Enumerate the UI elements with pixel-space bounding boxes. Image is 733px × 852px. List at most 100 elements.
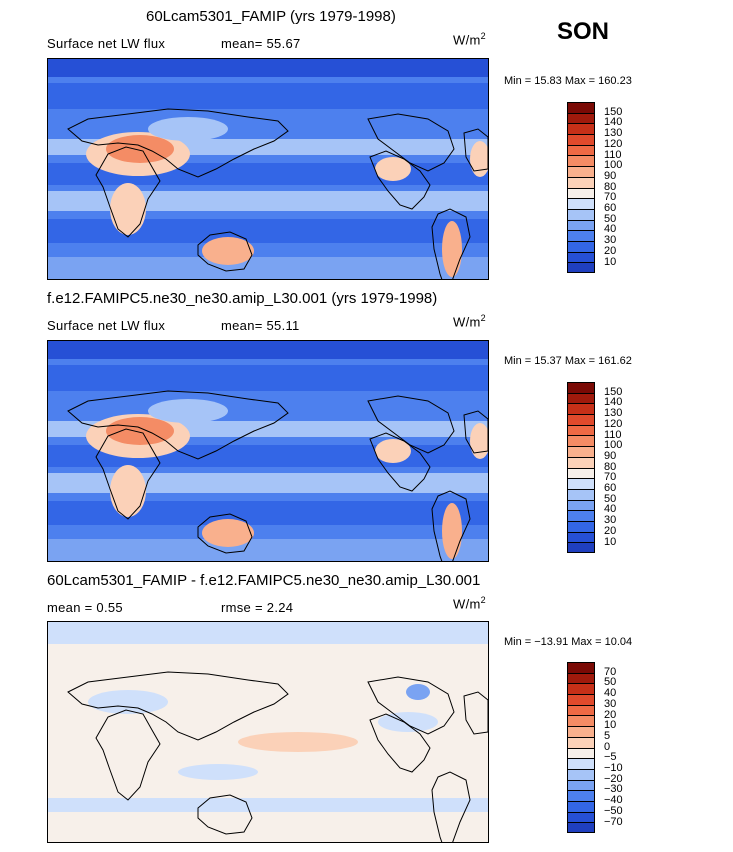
coastline [431, 490, 471, 561]
colorbar-box [567, 240, 595, 252]
polar-band [48, 59, 488, 77]
colorbar-box [567, 123, 595, 135]
panel-2-units: W/m2 [453, 313, 486, 330]
colorbar-box [567, 456, 595, 468]
antarctic-band [48, 257, 488, 279]
coastline [197, 513, 253, 554]
panel-1-variable: Surface net LW flux [47, 36, 166, 51]
antarctic-band [48, 539, 488, 561]
coastline [95, 428, 161, 520]
colorbar-tick-label: 130 [604, 407, 623, 420]
colorbar-box [567, 520, 595, 532]
west-africa-edge [470, 141, 488, 177]
coastline [67, 390, 289, 460]
colorbar-box [567, 251, 595, 263]
colorbar-box [567, 747, 595, 759]
colorbar-tick-label: 150 [604, 105, 623, 118]
coastline [431, 771, 471, 842]
colorbar-tick-label: −5 [604, 751, 617, 764]
colorbar-tick-label: 40 [604, 503, 617, 516]
southern-africa-warm [110, 465, 146, 517]
colorbar-tick-label: 10 [604, 719, 617, 732]
panel-2-variable: Surface net LW flux [47, 318, 166, 333]
colorbar-box [567, 414, 595, 425]
coastline [463, 128, 488, 172]
colorbar-tick-label: 150 [604, 385, 623, 398]
colorbar-box [567, 166, 595, 177]
coastline [67, 671, 289, 741]
panel-1-field [48, 59, 488, 279]
coastline [369, 150, 431, 210]
panel-1-colorbar [567, 102, 595, 273]
coastline [367, 395, 455, 454]
colorbar-tick-label: 20 [604, 244, 617, 257]
coastline [95, 146, 161, 238]
panel-3-units: W/m2 [453, 595, 486, 612]
colorbar-box [567, 726, 595, 737]
colorbar-tick-label: −10 [604, 762, 623, 774]
colorbar-tick-label: 40 [604, 687, 617, 700]
colorbar-box [567, 715, 595, 727]
andes-hot [442, 503, 462, 559]
sahara-hot [106, 135, 174, 163]
colorbar-box [567, 811, 595, 823]
colorbar-box [567, 488, 595, 500]
colorbar-box [567, 542, 595, 553]
coastline [367, 676, 455, 735]
colorbar-tick-label: 100 [604, 439, 623, 452]
panel-3-map [47, 621, 489, 843]
diff-patch [238, 732, 358, 752]
colorbar-tick-label: 10 [604, 255, 617, 268]
colorbar-tick-label: 130 [604, 127, 623, 140]
diff-patch [406, 684, 430, 700]
diff-patch [378, 712, 438, 732]
colorbar-tick-label: 20 [604, 524, 617, 537]
southern-africa-warm [110, 183, 146, 235]
colorbar-tick-label: 50 [604, 676, 617, 689]
colorbar-tick-label: 90 [604, 449, 617, 462]
coastline [367, 113, 455, 172]
panel-2-field [48, 341, 488, 561]
panel-2-map [47, 340, 489, 562]
panel-2-mean: mean= 55.11 [221, 318, 300, 333]
colorbar-tick-label: 30 [604, 234, 617, 247]
colorbar-tick-label: 110 [604, 148, 622, 161]
colorbar-tick-label: 30 [604, 697, 617, 710]
colorbar-box [567, 510, 595, 521]
panel-3-title: 60Lcam5301_FAMIP - f.e12.FAMIPC5.ne30_ne… [47, 572, 481, 589]
colorbar-tick-label: 140 [604, 116, 623, 129]
panel-3-colorbar [567, 662, 595, 833]
colorbar-box [567, 768, 595, 780]
colorbar-tick-label: 100 [604, 159, 623, 172]
colorbar-tick-label: 70 [604, 665, 617, 678]
diff-patch [178, 764, 258, 780]
colorbar-box [567, 219, 595, 231]
colorbar-tick-label: 140 [604, 396, 623, 409]
colorbar-tick-label: 20 [604, 708, 617, 721]
colorbar-box [567, 822, 595, 833]
andes-hot [442, 221, 462, 277]
coastline [95, 709, 161, 801]
panel-3-rmse: rmse = 2.24 [221, 600, 294, 615]
colorbar-tick-label: 120 [604, 417, 623, 430]
colorbar-box [567, 198, 595, 209]
coastline [463, 691, 488, 735]
colorbar-tick-label: 70 [604, 471, 617, 484]
panel-3-mean: mean = 0.55 [47, 600, 123, 615]
colorbar-tick-label: −40 [604, 794, 623, 807]
australia-hot [202, 519, 254, 547]
coastline [197, 231, 253, 272]
coastline [369, 713, 431, 773]
colorbar-box [567, 531, 595, 543]
colorbar-box [567, 758, 595, 769]
australia-hot [202, 237, 254, 265]
panel-3-field [48, 622, 488, 842]
colorbar-tick-label: −70 [604, 815, 623, 828]
panel-1-map [47, 58, 489, 280]
colorbar-box [567, 790, 595, 801]
colorbar-box [567, 478, 595, 489]
asia-interior [148, 117, 228, 141]
colorbar-tick-label: 110 [604, 428, 622, 441]
polar-band [48, 341, 488, 359]
colorbar-box [567, 499, 595, 511]
